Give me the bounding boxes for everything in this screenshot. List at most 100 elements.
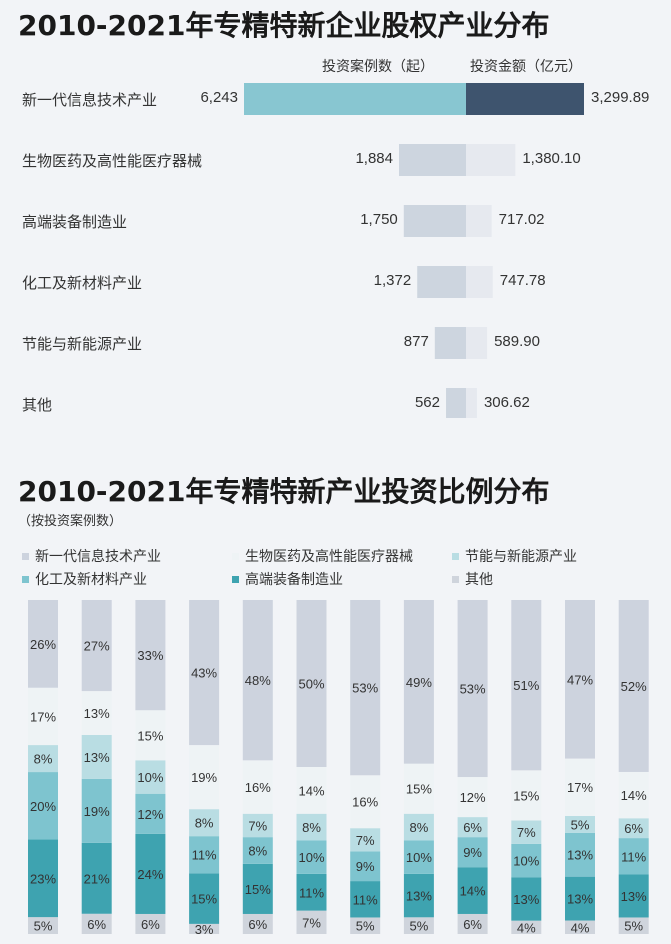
segment-value-label: 8% — [248, 844, 267, 859]
stacked-segment — [296, 873, 327, 911]
segment-value-label: 53% — [352, 681, 378, 696]
segment-value-label: 17% — [567, 780, 593, 795]
legend-swatch — [452, 575, 459, 583]
stacked-segment — [28, 772, 58, 840]
segment-value-label: 6% — [463, 917, 482, 932]
stacked-segment — [403, 813, 434, 841]
count-bar — [244, 83, 466, 115]
stacked-segment — [457, 837, 488, 868]
stacked-segment — [135, 833, 166, 914]
category-label: 新一代信息技术产业 — [22, 92, 158, 109]
stacked-segment — [511, 920, 542, 934]
stacked-segment — [28, 745, 58, 773]
segment-value-label: 14% — [460, 884, 486, 899]
legend-swatch — [452, 552, 459, 560]
stacked-segment — [242, 863, 273, 914]
segment-value-label: 15% — [191, 892, 217, 907]
segment-value-label: 14% — [621, 788, 647, 803]
category-label: 高端装备制造业 — [22, 214, 128, 231]
amount-bar — [466, 144, 516, 176]
category-label: 化工及新材料产业 — [22, 275, 143, 292]
segment-value-label: 5% — [356, 919, 375, 934]
segment-value-label: 5% — [34, 919, 53, 934]
amount-value-label: 3,299.89 — [591, 89, 650, 106]
segment-value-label: 5% — [624, 919, 643, 934]
segment-value-label: 15% — [513, 788, 539, 803]
segment-value-label: 16% — [352, 795, 378, 810]
stacked-segment — [189, 923, 220, 934]
stacked-segment — [618, 838, 649, 875]
stacked-segment — [135, 710, 166, 761]
segment-value-label: 4% — [571, 920, 590, 935]
category-label: 其他 — [22, 397, 53, 414]
stacked-segment — [28, 687, 58, 746]
stacked-segment — [135, 793, 166, 834]
stacked-segment — [242, 600, 273, 761]
stacked-segment — [618, 771, 649, 819]
chart-title-investment-ratio: 2010-2021年专精特新产业投资比例分布 — [18, 475, 550, 508]
segment-value-label: 10% — [298, 850, 324, 865]
segment-value-label: 11% — [299, 885, 324, 900]
segment-value-label: 11% — [192, 848, 217, 863]
amount-value-label: 747.78 — [499, 272, 546, 289]
stacked-segment — [296, 910, 327, 934]
legend-item: 化工及新材料产业 — [22, 569, 147, 589]
legend-label: 化工及新材料产业 — [35, 571, 147, 587]
stacked-segment — [28, 839, 58, 918]
segment-value-label: 11% — [353, 892, 378, 907]
count-value-label: 1,884 — [355, 150, 393, 167]
count-value-label: 877 — [403, 333, 429, 350]
segment-value-label: 49% — [406, 675, 432, 690]
legend-investment-count: 投资案例数（起） — [322, 58, 434, 74]
legend-swatch — [22, 552, 29, 560]
segment-value-label: 8% — [34, 752, 53, 767]
stacked-segment — [81, 842, 112, 914]
segment-value-label: 9% — [463, 845, 482, 860]
legend-label: 高端装备制造业 — [245, 571, 343, 587]
segment-value-label: 20% — [30, 799, 56, 814]
segment-value-label: 7% — [248, 818, 267, 833]
legend-label: 生物医药及高性能医疗器械 — [245, 548, 413, 564]
stacked-segment — [296, 813, 327, 841]
segment-value-label: 6% — [87, 917, 106, 932]
chart-subtitle: （按投资案例数） — [18, 513, 123, 528]
stacked-segment — [457, 817, 488, 838]
amount-bar — [466, 388, 477, 418]
segment-value-label: 26% — [30, 637, 56, 652]
count-bar — [417, 266, 466, 298]
stacked-percent-bar-chart: 5% 23% 20% 8% 17% 26% 6% 21% 19% 13% 13% 27% 6% 24% 12… — [28, 600, 649, 937]
segment-value-label: 48% — [245, 673, 271, 688]
amount-bar — [466, 266, 493, 298]
stacked-segment — [350, 775, 381, 829]
stacked-segment — [511, 877, 542, 921]
stacked-segment — [403, 873, 434, 918]
segment-value-label: 7% — [517, 825, 536, 840]
stacked-segment — [81, 734, 112, 779]
segment-value-label: 13% — [513, 892, 539, 907]
stacked-segment — [565, 600, 595, 759]
segment-value-label: 50% — [298, 677, 324, 692]
stacked-segment — [565, 815, 595, 833]
stacked-segment — [189, 836, 220, 874]
stacked-segment — [403, 600, 434, 764]
segment-value-label: 24% — [137, 867, 163, 882]
stacked-segment — [81, 691, 112, 735]
segment-value-label: 13% — [567, 848, 593, 863]
stacked-segment — [565, 920, 595, 934]
legend-item: 高端装备制造业 — [232, 569, 343, 589]
amount-bar — [466, 327, 488, 359]
count-value-label: 1,372 — [373, 272, 412, 289]
stacked-segment — [565, 832, 595, 877]
segment-value-label: 8% — [195, 816, 214, 831]
segment-value-label: 15% — [137, 728, 163, 743]
amount-value-label: 1,380.10 — [522, 150, 581, 167]
stacked-segment — [28, 917, 58, 934]
segment-value-label: 6% — [624, 821, 643, 836]
segment-value-label: 6% — [248, 917, 267, 932]
stacked-segment — [457, 913, 488, 934]
segment-value-label: 43% — [191, 666, 217, 681]
segment-value-label: 23% — [30, 871, 56, 886]
stacked-segment — [403, 917, 434, 934]
count-bar — [403, 205, 466, 237]
segment-value-label: 13% — [621, 889, 647, 904]
